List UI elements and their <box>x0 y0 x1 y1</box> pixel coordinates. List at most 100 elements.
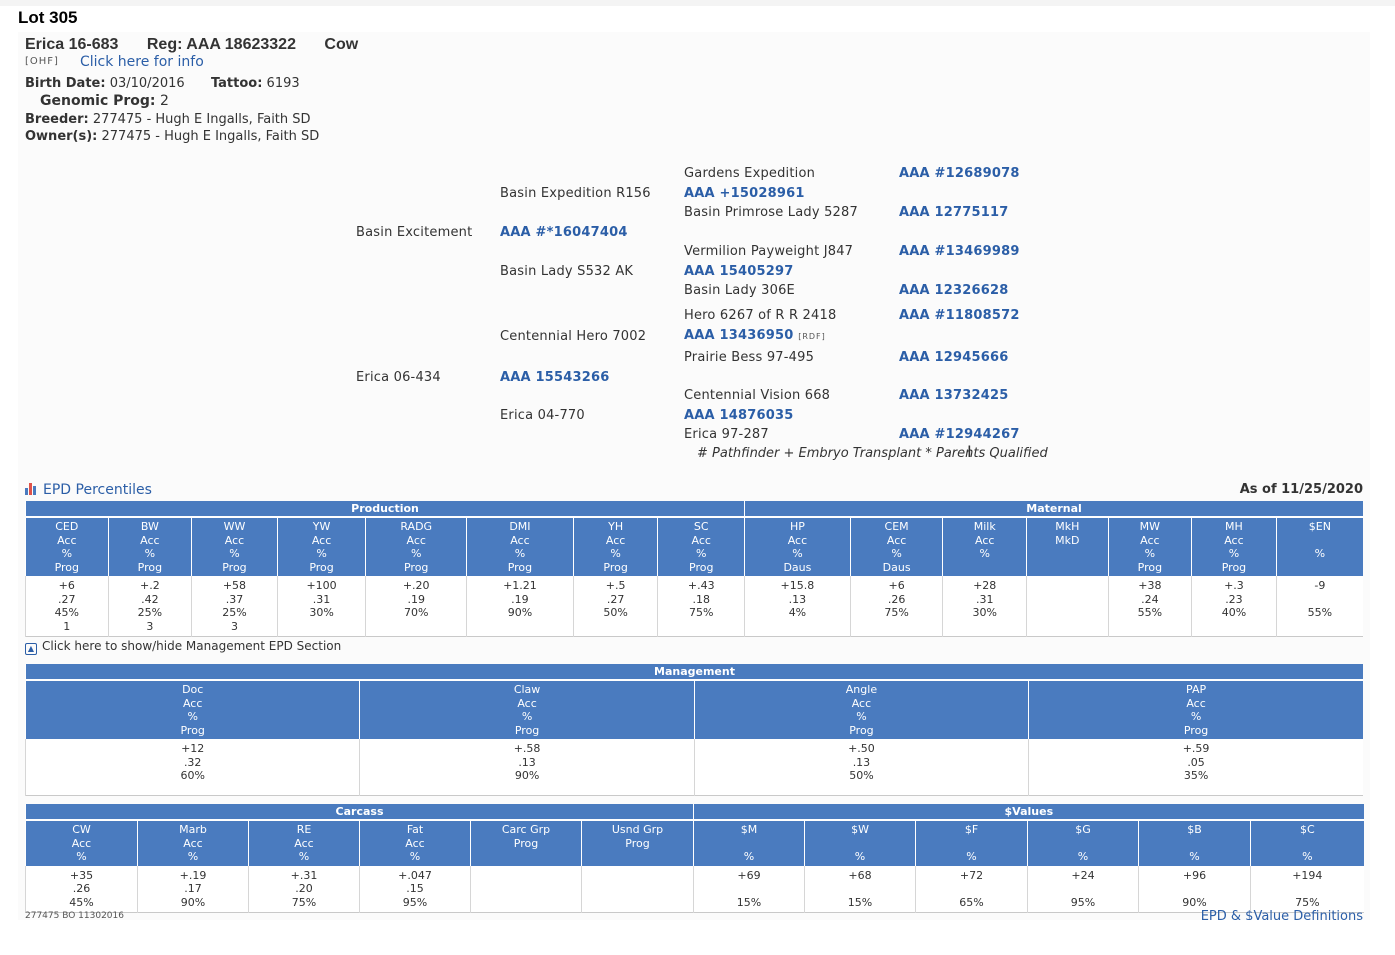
birth-date-label: Birth Date: <box>25 76 106 91</box>
header-line: HP <box>789 520 805 533</box>
header-line: % <box>1077 850 1089 863</box>
value-line: .23 <box>1225 592 1243 606</box>
pedigree-reg[interactable]: AAA #12689078 <box>899 166 1020 181</box>
value-cell <box>1026 576 1109 637</box>
epd-percentiles-link[interactable]: EPD Percentiles <box>25 482 152 498</box>
pedigree-reg[interactable]: AAA 13436950 <box>684 328 794 343</box>
header-line: $M <box>740 823 758 836</box>
column-header: Claw Acc% Prog <box>359 681 695 739</box>
header-line: % <box>521 710 533 723</box>
header-line: Acc <box>1224 533 1244 547</box>
value-line <box>851 620 943 634</box>
pedigree-reg[interactable]: AAA 12775117 <box>899 205 1009 220</box>
value-line: 95% <box>402 895 428 909</box>
header-line: Acc <box>886 533 907 547</box>
value-cell: +72 65% <box>915 865 1028 913</box>
epd-values-row: +6.27 45% 1 +.2.42 25% 3 +58.37 25% 3 +100.31 30% +… <box>25 576 1363 637</box>
value-line <box>582 882 693 896</box>
value-cell: +.3.23 40% <box>1191 576 1277 637</box>
value-line: +.19 <box>179 868 207 882</box>
animal-sex: Cow <box>324 36 359 53</box>
column-header: Fat Acc% <box>359 821 471 866</box>
value-cell: +6.26 75% <box>849 576 943 637</box>
owner-label: Owner(s): <box>25 129 98 144</box>
header-line: Acc <box>851 696 872 710</box>
value-line: +1.21 <box>503 579 537 592</box>
header-line: $C <box>1299 823 1315 836</box>
value-line <box>471 869 581 883</box>
epd-table: Production Maternal CED Acc% Prog BW Acc% Pro… <box>24 501 1363 637</box>
pedigree-name: Prairie Bess 97-495 <box>684 350 815 365</box>
value-line: 35% <box>1183 769 1209 782</box>
pedigree-reg[interactable]: AAA #11808572 <box>899 308 1020 323</box>
value-line <box>582 896 693 910</box>
column-header: HP Acc% Daus <box>744 518 851 576</box>
values-group-header: $Values <box>693 804 1364 819</box>
pedigree-reg[interactable]: AAA 12945666 <box>899 350 1009 365</box>
value-line: 75% <box>688 606 714 619</box>
value-line: 60% <box>180 769 205 782</box>
value-line <box>943 620 1026 634</box>
column-header: YH Acc% Prog <box>572 518 658 576</box>
value-line: .13 <box>788 592 807 606</box>
value-line: .19 <box>407 592 425 606</box>
pedigree-reg[interactable]: AAA 15543266 <box>500 370 610 385</box>
header-line: % <box>891 547 902 560</box>
column-header: RE Acc% <box>248 821 360 866</box>
as-of-date: As of 11/25/2020 <box>1239 482 1363 497</box>
management-toggle[interactable]: ▲ Click here to show/hide Management EPD … <box>25 639 341 655</box>
pedigree-reg[interactable]: AAA +15028961 <box>684 186 805 201</box>
header-line: % <box>316 547 327 560</box>
pedigree-name: Hero 6267 of R R 2418 <box>684 308 837 323</box>
value-line: .42 <box>141 592 159 606</box>
value-line: 45% <box>69 895 94 909</box>
header-line: Acc <box>183 836 203 850</box>
value-line <box>1028 882 1138 896</box>
value-line <box>745 620 850 634</box>
value-line <box>1277 620 1363 634</box>
header-line: Prog <box>222 560 247 574</box>
pedigree-reg[interactable]: AAA 12326628 <box>899 283 1009 298</box>
animal-header: Erica 16-683 Reg: AAA 18623322 Cow <box>25 36 382 54</box>
header-line: Milk <box>973 520 996 533</box>
pedigree-reg[interactable]: AAA 15405297 <box>684 264 794 279</box>
header-line: % <box>187 850 199 863</box>
column-header: $W% <box>804 821 916 866</box>
pedigree-reg[interactable]: AAA 13732425 <box>899 388 1009 403</box>
pedigree-reg[interactable]: AAA #*16047404 <box>500 225 628 240</box>
header-line: Prog <box>513 836 539 850</box>
tattoo-label: Tattoo: <box>210 76 263 91</box>
pedigree-reg-with-tag[interactable]: AAA 13436950 [RDF] <box>684 328 826 343</box>
value-cell: +12.32 60% <box>24 739 360 795</box>
pedigree-reg[interactable]: AAA #13469989 <box>899 244 1020 259</box>
header-line <box>943 561 1026 575</box>
value-cell: +.43.18 75% <box>657 576 745 637</box>
value-line: +6 <box>58 579 75 592</box>
value-cell: +.2.42 25% 3 <box>107 576 192 637</box>
value-line: +.047 <box>398 868 432 882</box>
value-cell: +.5.27 50% <box>572 576 658 637</box>
value-line: .20 <box>295 882 313 895</box>
value-line <box>1027 579 1108 593</box>
header-line: Doc <box>182 683 204 696</box>
header-line: MkH <box>1055 520 1080 533</box>
management-table: Management Doc Acc% Prog Claw Acc% Prog Angle A… <box>24 664 1363 796</box>
header-line: % <box>298 850 310 863</box>
genomic-label: Genomic Prog: <box>40 93 156 109</box>
header-line: MkD <box>1055 533 1080 547</box>
header-line: CED <box>55 520 79 533</box>
definitions-link[interactable]: EPD & $Value Definitions <box>1200 909 1363 920</box>
header-line: $G <box>1075 823 1091 836</box>
info-link[interactable]: Click here for info <box>80 54 204 70</box>
header-line: Prog <box>137 560 163 574</box>
header-line: % <box>144 547 156 560</box>
value-line <box>1251 882 1364 896</box>
header-line: Prog <box>1183 723 1209 737</box>
header-line <box>1028 837 1138 851</box>
pedigree-reg[interactable]: AAA 14876035 <box>684 408 794 423</box>
header-line: % <box>979 547 990 560</box>
pedigree-reg[interactable]: AAA #12944267 <box>899 427 1020 442</box>
footer-code: 277475 BO 11302016 <box>25 911 124 920</box>
header-line: Acc <box>787 533 808 547</box>
value-line: +72 <box>959 868 984 882</box>
